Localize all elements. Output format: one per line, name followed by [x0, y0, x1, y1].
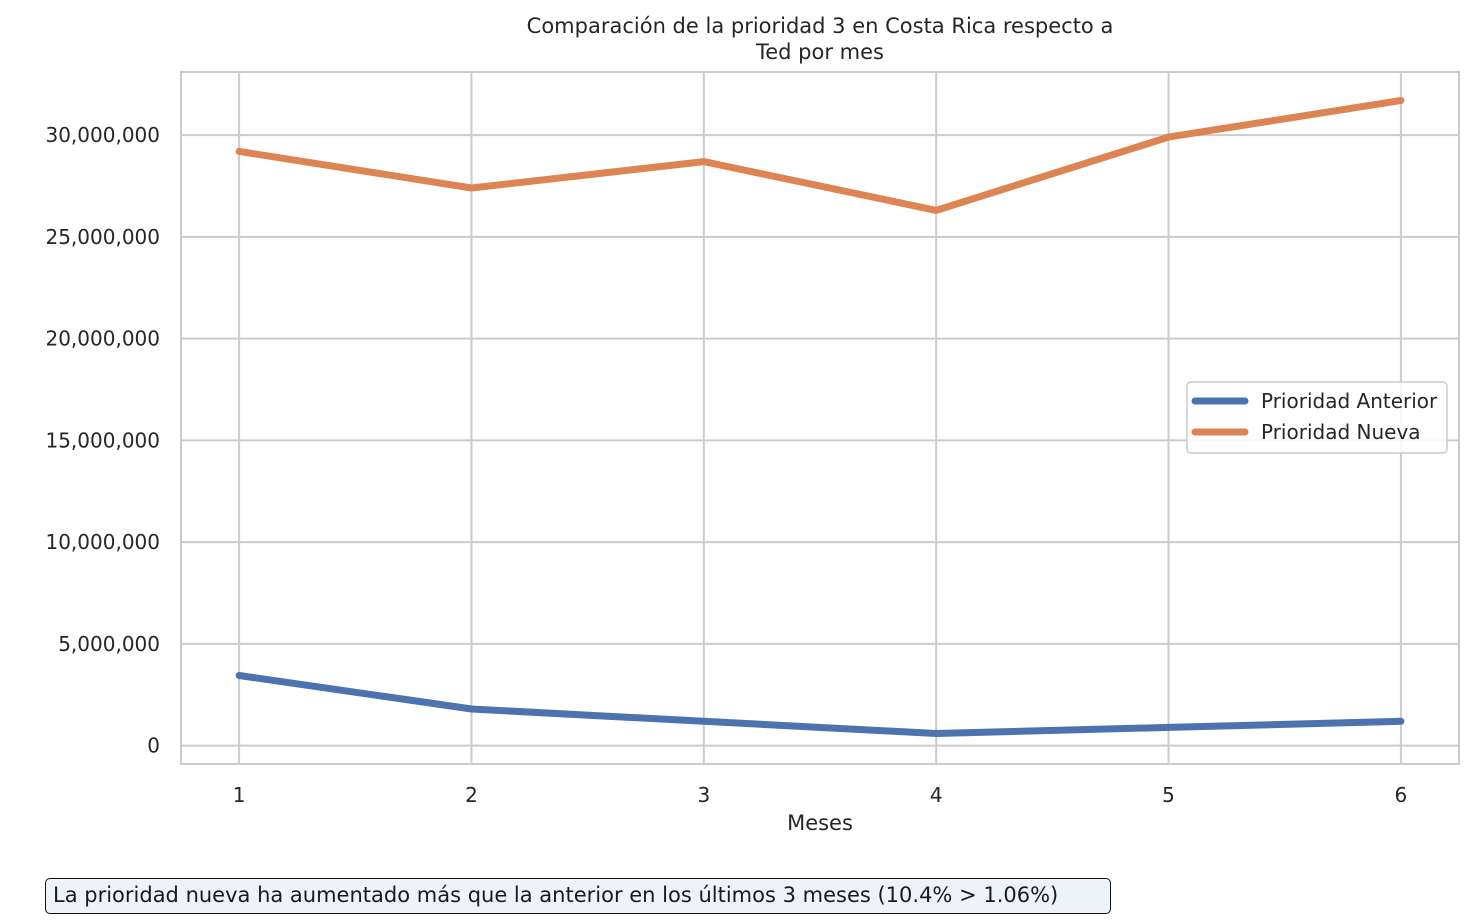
y-tick-label: 20,000,000 — [45, 327, 160, 351]
x-tick-label: 4 — [930, 783, 943, 807]
plot-frame — [180, 71, 1460, 765]
y-tick-label: 10,000,000 — [45, 530, 160, 554]
legend: Prioridad Anterior Prioridad Nueva — [1186, 381, 1448, 454]
x-tick-labels: 1 2 3 4 5 6 — [233, 783, 1408, 807]
y-tick-label: 15,000,000 — [45, 428, 160, 452]
y-tick-label: 30,000,000 — [45, 123, 160, 147]
y-tick-label: 25,000,000 — [45, 225, 160, 249]
x-tick-label: 6 — [1395, 783, 1408, 807]
series-line-prioridad-nueva — [235, 97, 1405, 214]
legend-label-prioridad-anterior: Prioridad Anterior — [1261, 389, 1438, 413]
y-tick-label: 5,000,000 — [58, 632, 160, 656]
legend-label-prioridad-nueva: Prioridad Nueva — [1261, 420, 1421, 444]
chart-title-line-1: Comparación de la prioridad 3 en Costa R… — [527, 14, 1114, 38]
y-tick-label: 0 — [147, 734, 160, 758]
series-line-prioridad-anterior — [235, 672, 1405, 737]
x-axis-label: Meses — [787, 811, 853, 835]
legend-box — [1186, 381, 1448, 454]
y-tick-labels: 0 5,000,000 10,000,000 15,000,000 20,000,000… — [45, 123, 160, 758]
x-tick-label: 5 — [1162, 783, 1175, 807]
x-tick-label: 2 — [465, 783, 478, 807]
x-tick-label: 3 — [697, 783, 710, 807]
chart-title-line-2: Ted por mes — [755, 40, 884, 64]
summary-note: La prioridad nueva ha aumentado más que … — [45, 878, 1111, 914]
x-tick-label: 1 — [233, 783, 246, 807]
series-lines — [235, 97, 1405, 737]
